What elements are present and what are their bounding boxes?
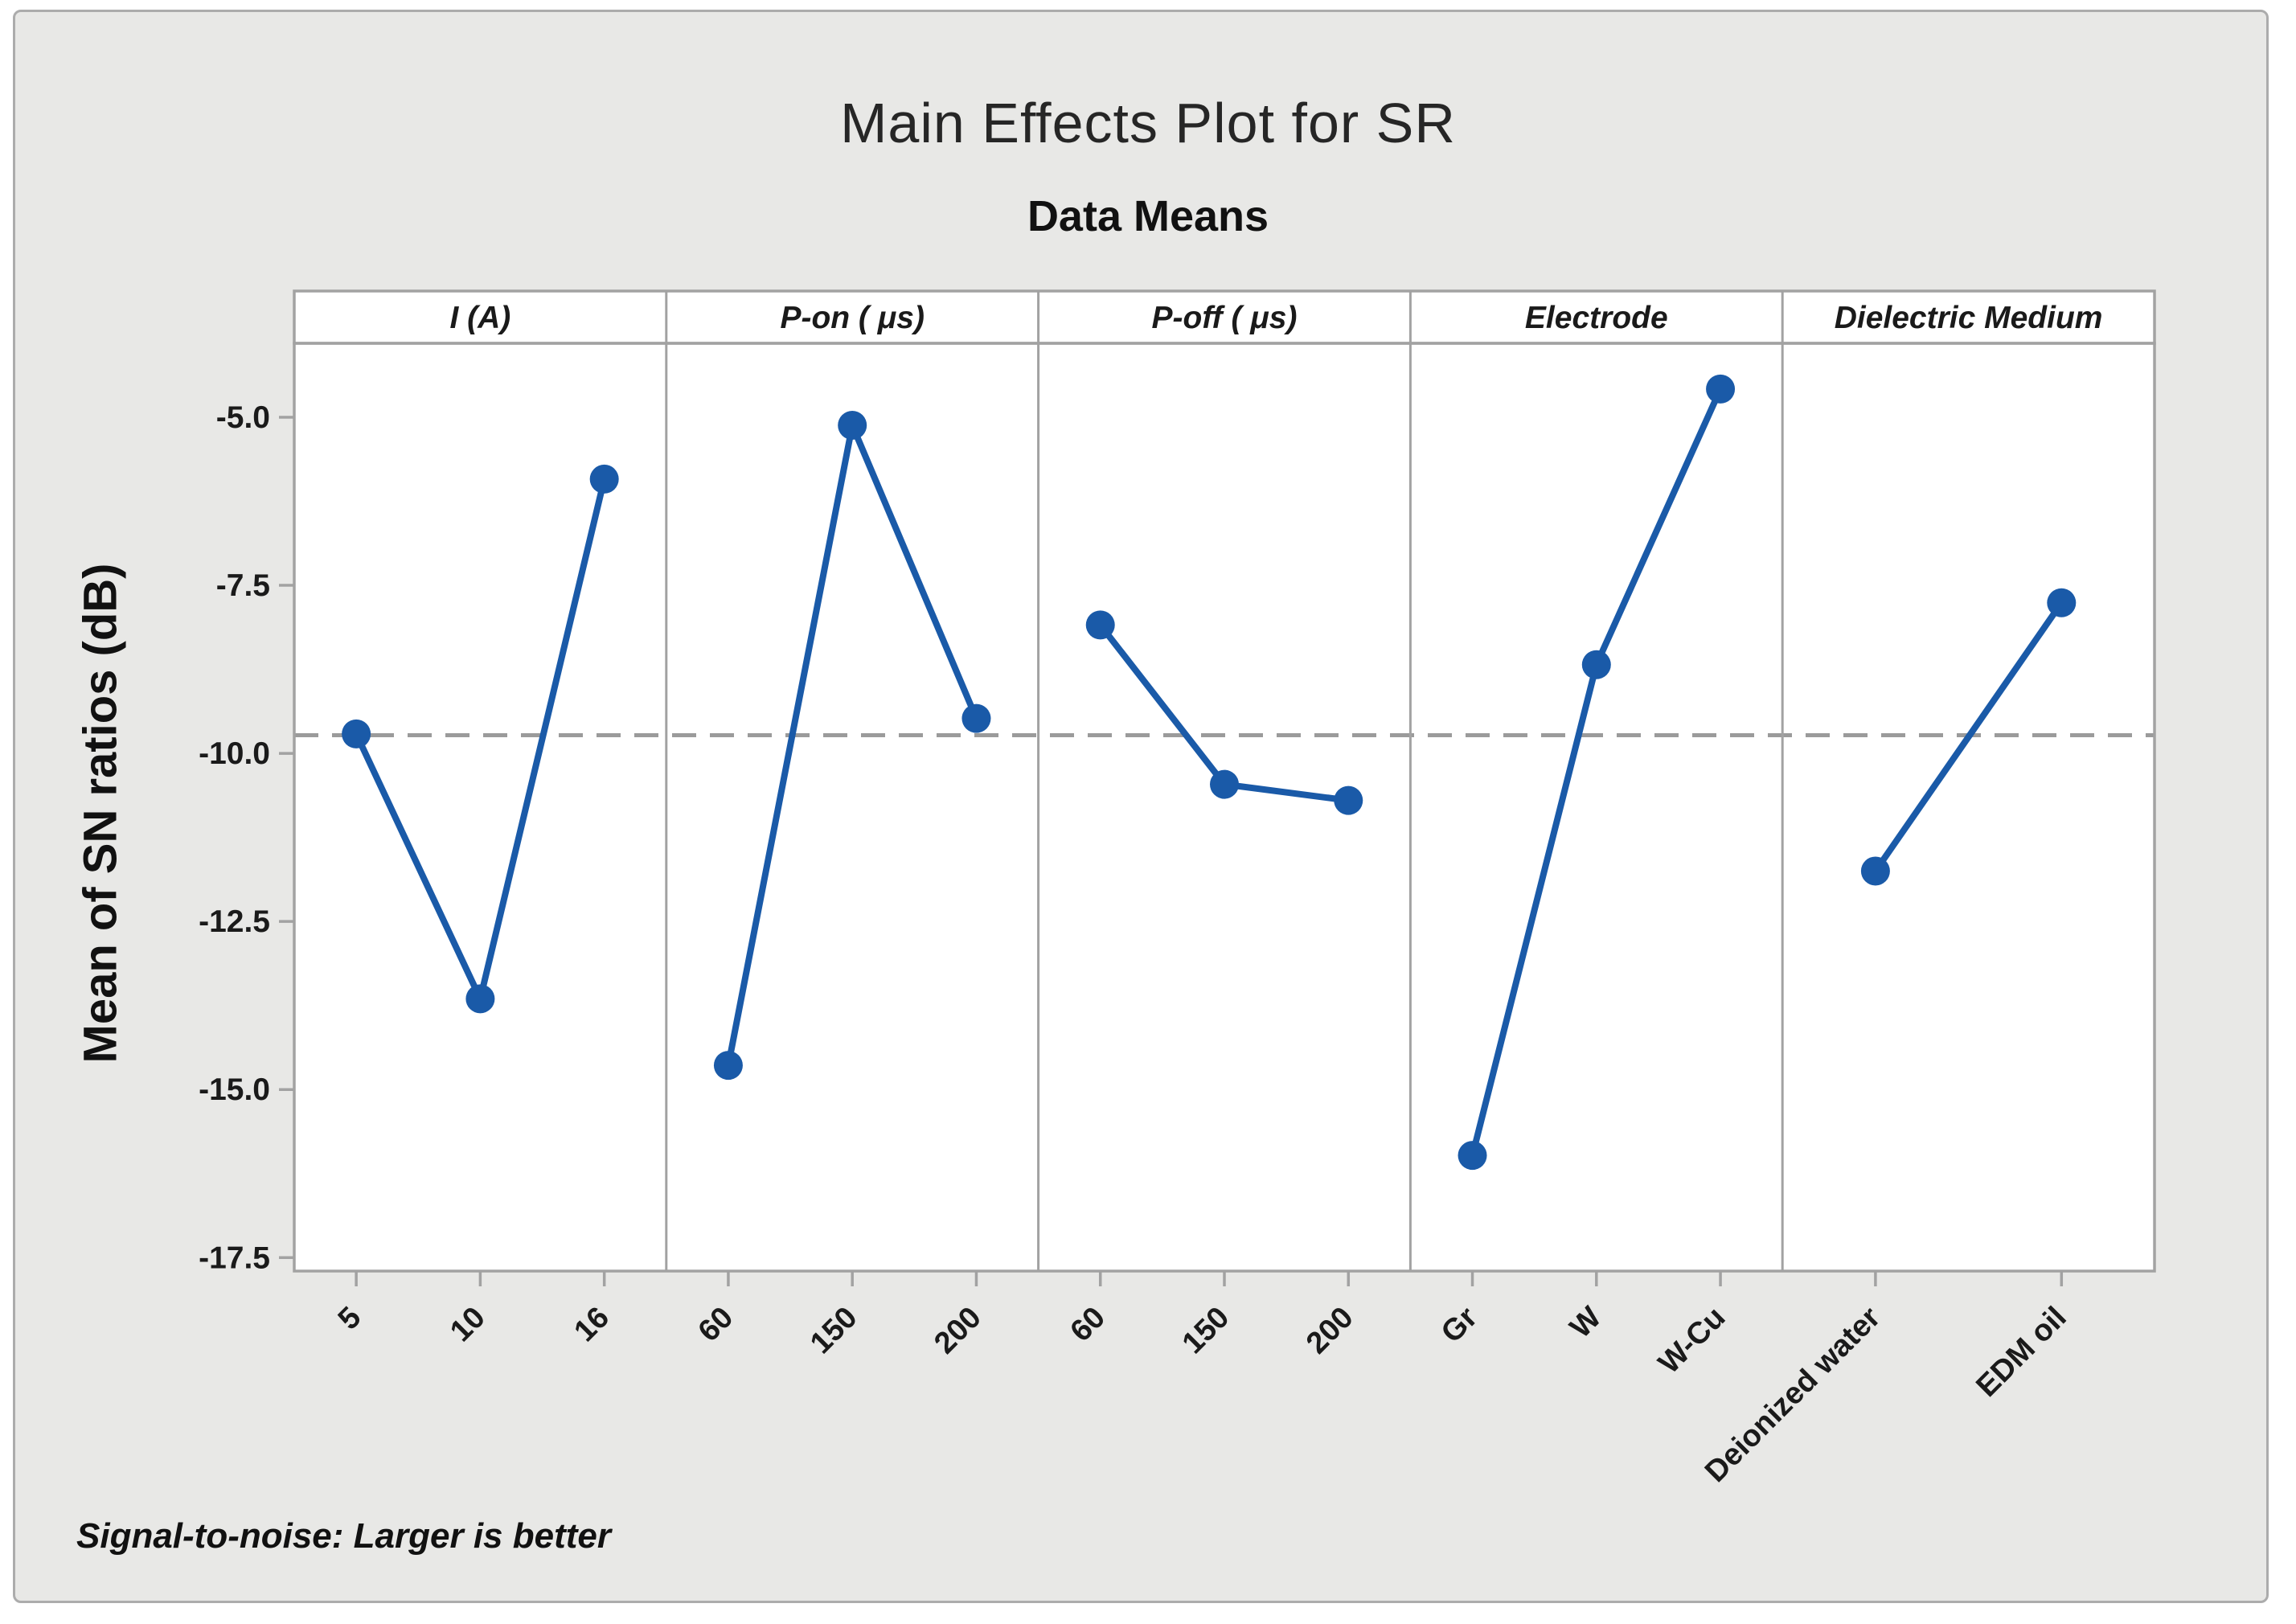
y-tick-label: -15.0 <box>199 1072 270 1107</box>
chart-subtitle: Data Means <box>1027 192 1269 240</box>
y-axis-label: Mean of SN ratios (dB) <box>74 563 127 1064</box>
x-tick-label: Gr <box>1435 1301 1484 1350</box>
plot-area <box>294 343 2155 1271</box>
y-tick-label: -10.0 <box>199 736 270 771</box>
x-tick-label: 5 <box>332 1301 368 1337</box>
x-tick-label: 150 <box>1176 1301 1236 1361</box>
x-tick-label: 150 <box>804 1301 864 1361</box>
signal-to-noise-footnote: Signal-to-noise: Larger is better <box>76 1516 611 1556</box>
x-tick-label: W-Cu <box>1652 1301 1732 1380</box>
data-point <box>838 411 867 441</box>
data-point <box>961 703 991 733</box>
panel-header-label: P-on ( μs) <box>780 301 925 335</box>
data-point <box>1085 610 1115 640</box>
panel-header-label: Electrode <box>1525 301 1668 335</box>
data-point <box>1581 650 1611 679</box>
y-tick-label: -17.5 <box>199 1241 270 1275</box>
x-tick-label: EDM oil <box>1970 1301 2073 1404</box>
data-point <box>1210 769 1239 799</box>
panel-header-label: P-off ( μs) <box>1152 301 1298 335</box>
x-tick-label: 16 <box>568 1301 616 1349</box>
panel-header-band <box>294 291 2155 343</box>
data-point <box>1334 785 1363 815</box>
data-point <box>465 984 495 1014</box>
panel-header-label: I (A) <box>449 301 510 335</box>
data-point <box>1458 1141 1487 1171</box>
panel-header-label: Dielectric Medium <box>1835 301 2103 335</box>
x-tick-label: 200 <box>928 1301 988 1361</box>
x-tick-label: 60 <box>1064 1301 1113 1349</box>
series-line <box>1872 601 2064 873</box>
y-tick-label: -7.5 <box>216 568 270 603</box>
y-tick-label: -12.5 <box>199 904 270 939</box>
chart-title: Main Effects Plot for SR <box>840 92 1456 154</box>
x-tick-label: 60 <box>692 1301 740 1349</box>
data-point <box>342 719 371 748</box>
data-point <box>2047 588 2077 617</box>
x-tick-label: 10 <box>444 1301 492 1349</box>
x-tick-label: 200 <box>1300 1301 1360 1361</box>
data-point <box>1706 374 1736 404</box>
data-point <box>1860 856 1890 886</box>
x-tick-label: W <box>1564 1301 1608 1345</box>
data-point <box>713 1051 743 1081</box>
y-tick-label: -5.0 <box>216 400 270 435</box>
data-point <box>589 464 619 494</box>
